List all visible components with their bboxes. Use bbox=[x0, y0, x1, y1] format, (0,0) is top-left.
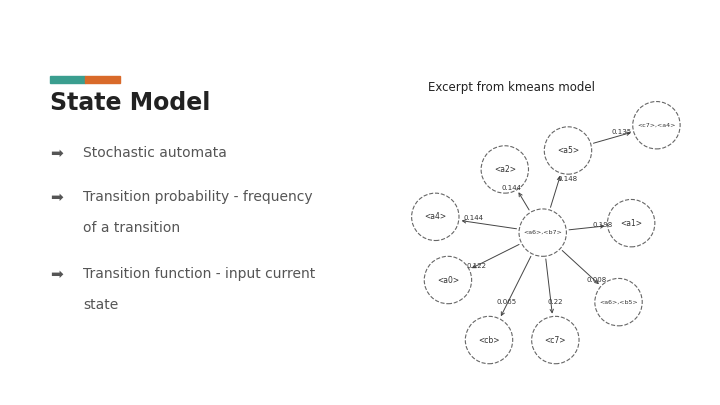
Text: <a6>,<b5>: <a6>,<b5> bbox=[599, 300, 638, 305]
Circle shape bbox=[465, 316, 513, 364]
Bar bbox=[85, 76, 120, 83]
Text: 0.008: 0.008 bbox=[586, 277, 606, 283]
Text: 0.198: 0.198 bbox=[593, 222, 613, 228]
Circle shape bbox=[633, 102, 680, 149]
Text: <c7>,<a4>: <c7>,<a4> bbox=[637, 123, 675, 128]
Text: ➡: ➡ bbox=[50, 267, 63, 282]
Text: ➡: ➡ bbox=[50, 146, 63, 161]
Text: Stochastic automata: Stochastic automata bbox=[83, 146, 227, 160]
Circle shape bbox=[519, 209, 567, 256]
Circle shape bbox=[424, 256, 472, 304]
Text: <a0>: <a0> bbox=[437, 275, 459, 285]
Text: <cb>: <cb> bbox=[478, 335, 500, 345]
Text: 0.22: 0.22 bbox=[548, 299, 563, 305]
Text: <a4>: <a4> bbox=[424, 212, 446, 222]
Text: 0.065: 0.065 bbox=[496, 299, 516, 305]
Circle shape bbox=[608, 200, 655, 247]
Text: <a5>: <a5> bbox=[557, 146, 579, 155]
Text: Transition function - input current: Transition function - input current bbox=[83, 267, 315, 281]
Text: 0.122: 0.122 bbox=[467, 263, 487, 269]
Circle shape bbox=[481, 146, 528, 193]
Circle shape bbox=[412, 193, 459, 241]
Text: <c7>: <c7> bbox=[544, 335, 566, 345]
Text: 0.144: 0.144 bbox=[501, 185, 521, 192]
Text: of a transition: of a transition bbox=[83, 221, 180, 235]
Text: Excerpt from kmeans model: Excerpt from kmeans model bbox=[428, 81, 595, 94]
Text: Transition probability - frequency: Transition probability - frequency bbox=[83, 190, 312, 205]
Text: ➡: ➡ bbox=[50, 190, 63, 205]
Text: state: state bbox=[83, 298, 118, 312]
Text: 0.144: 0.144 bbox=[463, 215, 483, 222]
Bar bbox=[50, 76, 85, 83]
Circle shape bbox=[544, 127, 592, 174]
Text: 0.148: 0.148 bbox=[558, 176, 578, 182]
Circle shape bbox=[531, 316, 579, 364]
Text: <a1>: <a1> bbox=[620, 219, 642, 228]
Text: 0.135: 0.135 bbox=[611, 128, 631, 134]
Text: <a6>,<b7>: <a6>,<b7> bbox=[523, 230, 562, 235]
Text: State Model: State Model bbox=[50, 91, 211, 115]
Text: <a2>: <a2> bbox=[494, 165, 516, 174]
Circle shape bbox=[595, 279, 642, 326]
